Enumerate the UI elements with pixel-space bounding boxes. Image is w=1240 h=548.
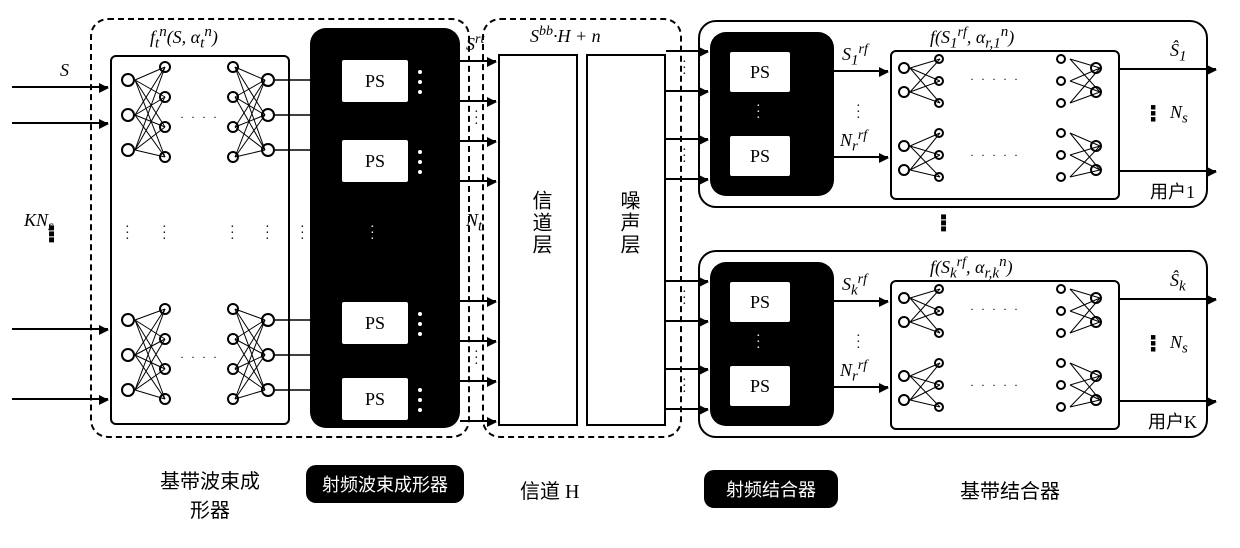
- caption-channel: 信道 H: [520, 475, 579, 504]
- vdots: ···: [682, 148, 687, 166]
- user1-Srf: S1rf: [842, 42, 868, 70]
- vdots: ···: [682, 290, 687, 308]
- ps-box: PS: [728, 364, 792, 408]
- ps-box: PS: [340, 58, 410, 104]
- user1-Nrf: Nrrf: [840, 128, 867, 156]
- vdots: ···: [682, 60, 687, 78]
- user1-fn: f(S1rf, αr,1n): [930, 24, 1014, 53]
- vdots: ···: [756, 104, 761, 122]
- userk-label: 用户K: [1148, 408, 1197, 434]
- ps-box: PS: [340, 300, 410, 346]
- vdots: ···: [756, 334, 761, 352]
- label-S: S: [60, 60, 69, 81]
- arrow: [1120, 298, 1216, 300]
- arrow: [834, 300, 888, 302]
- ps-box: PS: [340, 376, 410, 422]
- vdots: ···: [856, 104, 861, 122]
- userk-Srf: Skrf: [842, 272, 867, 300]
- hdots: · · · · ·: [970, 72, 1020, 87]
- userk-fn: f(Skrf, αr,kn): [930, 254, 1013, 283]
- arrow: [834, 386, 888, 388]
- ps-box: PS: [728, 50, 792, 94]
- hdots: · · · ·: [180, 350, 219, 365]
- user1-label: 用户1: [1150, 178, 1195, 204]
- caption-tx-bb: 基带波束成形器: [140, 465, 280, 523]
- user1-Ns: Ns: [1170, 102, 1188, 128]
- noise-layer-label: 噪声层: [614, 190, 643, 256]
- vdots: ···: [474, 350, 479, 368]
- ps-box: PS: [728, 134, 792, 178]
- vdots: ···: [162, 225, 167, 243]
- hdots: · · · ·: [180, 110, 219, 125]
- caption-rx-rf: 射频结合器: [704, 470, 838, 508]
- vdots: ···: [300, 225, 305, 243]
- arrow: [1120, 400, 1216, 402]
- vdots: ···: [682, 378, 687, 396]
- arrow: [834, 156, 888, 158]
- vdots: ···: [856, 334, 861, 352]
- userk-out: Ŝk: [1170, 270, 1186, 296]
- userk-Nrf: Nrrf: [840, 358, 867, 386]
- hdots: · · · · ·: [970, 148, 1020, 163]
- channel-eq: Sbb·H + n: [530, 24, 601, 47]
- vdots: ▪▪▪: [1150, 104, 1156, 122]
- user1-out: Ŝ1: [1170, 40, 1187, 66]
- vdots: ▪▪▪: [1150, 334, 1156, 352]
- arrow: [1120, 170, 1216, 172]
- caption-tx-rf: 射频波束成形器: [306, 465, 464, 503]
- label-KNs: KNs: [24, 210, 54, 236]
- ps-box: PS: [340, 138, 410, 184]
- vdots: ···: [370, 225, 375, 243]
- userk-Ns: Ns: [1170, 332, 1188, 358]
- vdots: ···: [230, 225, 235, 243]
- vdots: ···: [265, 225, 270, 243]
- label-Nt: Nt: [466, 210, 482, 236]
- arrow: [834, 70, 888, 72]
- tx-fn-label: ftn(S, αtn): [150, 24, 218, 53]
- arrow: [1120, 68, 1216, 70]
- hdots: · · · · ·: [970, 302, 1020, 317]
- caption-rx-bb: 基带结合器: [960, 475, 1060, 504]
- vdots: ···: [125, 225, 130, 243]
- hdots: · · · · ·: [970, 378, 1020, 393]
- channel-layer-label: 信道层: [526, 190, 555, 256]
- diagram-canvas: ▪▪▪ S KNs ftn(S, αtn): [10, 10, 1230, 538]
- vdots: ▪▪▪: [940, 214, 947, 232]
- vdots: ···: [474, 110, 479, 128]
- ps-box: PS: [728, 280, 792, 324]
